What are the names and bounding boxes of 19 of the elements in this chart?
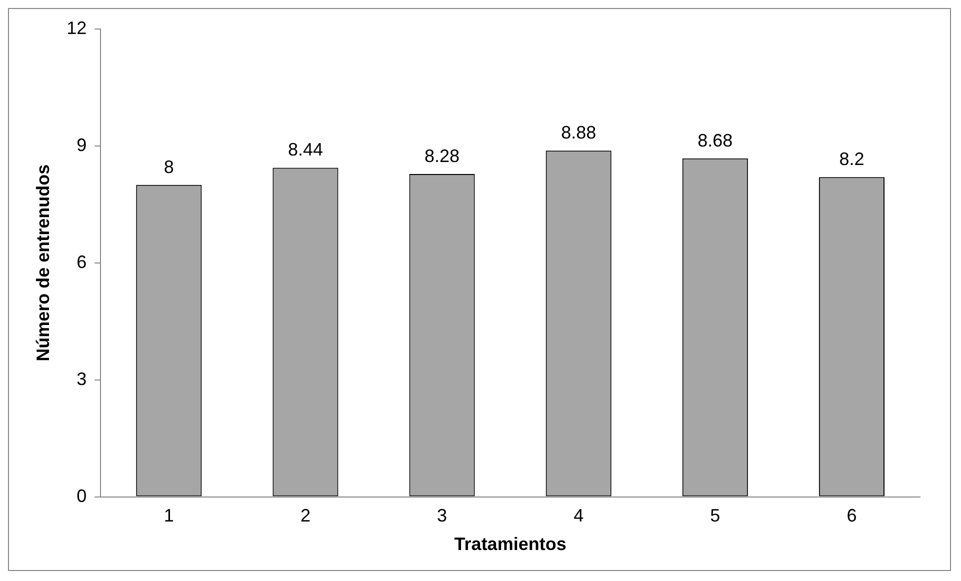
data-label: 8.44: [288, 140, 323, 160]
x-tick-label: 1: [164, 506, 174, 526]
y-tick-label: 12: [66, 18, 87, 38]
x-tick-label: 3: [437, 506, 448, 526]
data-label: 8.88: [561, 122, 596, 143]
data-label: 8.2: [839, 149, 864, 170]
x-tick-label: 2: [300, 506, 310, 526]
x-axis-title: Tratamientos: [454, 534, 566, 554]
y-axis-title: Número de entrenudos: [32, 164, 53, 362]
data-label: 8.68: [698, 130, 733, 150]
y-tick-label: 3: [76, 368, 87, 389]
data-label: 8: [164, 156, 174, 177]
y-tick-label: 9: [76, 134, 87, 155]
y-tick-label: 0: [76, 486, 87, 506]
data-label: 8.28: [424, 146, 460, 166]
x-tick-label: 6: [846, 506, 857, 526]
x-tick-label: 5: [710, 506, 720, 526]
y-tick-label: 6: [76, 252, 87, 272]
x-tick-label: 4: [574, 506, 584, 526]
